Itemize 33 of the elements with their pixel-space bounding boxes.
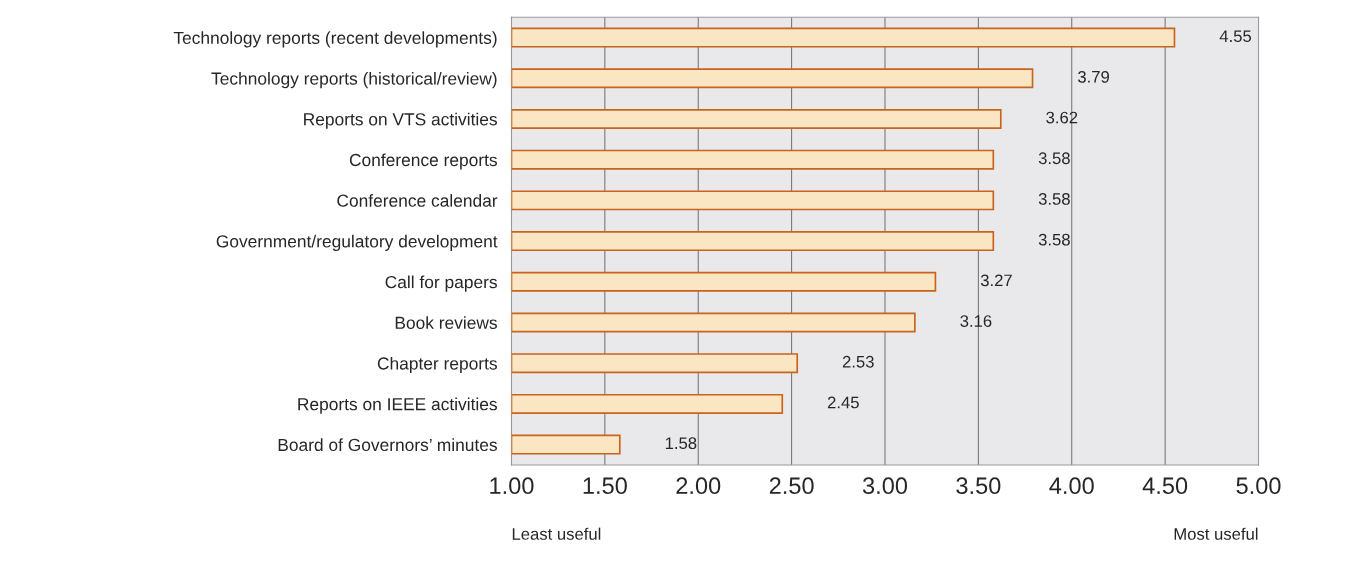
data-label: 3.58 — [1038, 152, 1070, 165]
data-label: 4.55 — [1219, 30, 1252, 43]
y-tick-label: Conference reports — [349, 153, 497, 170]
data-label: 3.79 — [1077, 70, 1109, 83]
y-tick-label: Reports on VTS activities — [304, 112, 497, 129]
x-tick-label: 1.00 — [490, 477, 534, 495]
x-tick-label: 4.50 — [1142, 477, 1188, 495]
x-tick-label: 3.50 — [956, 477, 1001, 495]
y-tick-label: Technology reports (historical/review) — [211, 71, 497, 89]
data-label: 2.53 — [842, 355, 874, 368]
data-label: 3.16 — [960, 315, 992, 327]
y-tick-label: Chapter reports — [377, 356, 497, 374]
y-tick-label: Board of Governors’ minutes — [278, 438, 497, 452]
data-label: 3.27 — [980, 274, 1012, 287]
y-tick-label: Call for papers — [385, 275, 497, 292]
text: Least useful — [512, 527, 601, 540]
data-label: 3.58 — [1038, 193, 1070, 205]
text: Most useful — [1174, 527, 1258, 540]
y-tick-label: Conference calendar — [337, 194, 498, 207]
x-tick-label: 3.00 — [862, 477, 908, 495]
data-label: 1.58 — [665, 437, 697, 450]
data-label: 2.45 — [827, 396, 859, 409]
y-tick-label: Reports on IEEE activities — [298, 397, 497, 414]
y-tick-label: Government/regulatory development — [216, 234, 498, 251]
y-tick-label: Technology reports (recent developments) — [173, 31, 497, 48]
x-tick-label: 1.50 — [583, 477, 627, 495]
x-tick-label: 2.50 — [769, 477, 814, 495]
y-tick-label: Book reviews — [395, 316, 497, 329]
x-tick-label: 4.00 — [1049, 477, 1094, 495]
x-tick-label: 2.00 — [676, 477, 721, 495]
data-label: 3.62 — [1046, 111, 1078, 124]
data-label: 3.58 — [1038, 233, 1070, 246]
x-tick-label: 5.00 — [1236, 477, 1281, 495]
